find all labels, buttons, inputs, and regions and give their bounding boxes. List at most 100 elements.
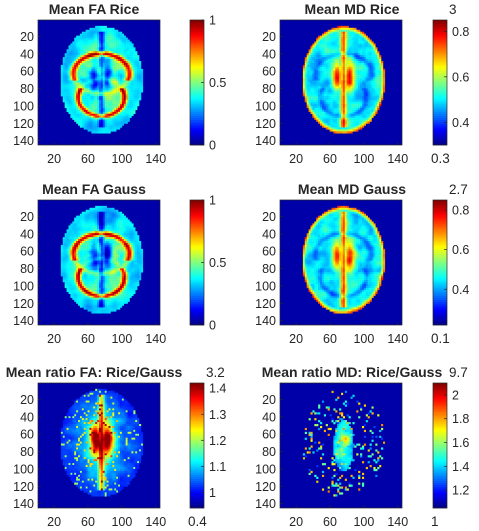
- heatmap-cell: [97, 41, 100, 44]
- heatmap-cell: [68, 233, 71, 236]
- heatmap-cell: [72, 262, 75, 265]
- heatmap-cell: [337, 45, 340, 48]
- heatmap-cell: [106, 260, 109, 263]
- heatmap-cell: [344, 105, 347, 109]
- heatmap-cell: [70, 248, 73, 252]
- heatmap-cell: [131, 260, 134, 263]
- heatmap-cell: [337, 55, 340, 58]
- heatmap-cell: [87, 219, 90, 222]
- heatmap-cell: [312, 53, 315, 56]
- heatmap-cell: [329, 41, 332, 44]
- heatmap-cell: [363, 45, 367, 48]
- heatmap-cell: [320, 115, 323, 118]
- heatmap-cell: [81, 82, 84, 85]
- heatmap-cell: [110, 100, 113, 103]
- heatmap-cell: [89, 254, 92, 257]
- heatmap-cell: [81, 115, 84, 118]
- heatmap-cell: [114, 86, 117, 89]
- heatmap-cell: [81, 70, 84, 73]
- heatmap-cell: [363, 117, 367, 120]
- heatmap-cell: [339, 74, 342, 77]
- heatmap-cell: [354, 92, 357, 95]
- heatmap-cell: [310, 88, 313, 91]
- heatmap-cell: [78, 43, 81, 46]
- heatmap-cell: [352, 94, 355, 97]
- heatmap-cell: [81, 98, 84, 101]
- heatmap-cell: [127, 223, 130, 226]
- heatmap-cell: [118, 47, 121, 50]
- heatmap-cell: [361, 125, 365, 128]
- heatmap-cell: [373, 102, 376, 105]
- heatmap-cell: [367, 41, 370, 44]
- heatmap-cell: [333, 131, 336, 134]
- heatmap-cell: [125, 66, 128, 70]
- heatmap-cell: [354, 103, 357, 107]
- heatmap-cell: [102, 29, 105, 32]
- heatmap-cell: [365, 53, 368, 56]
- heatmap-cell: [106, 41, 109, 44]
- heatmap-cell: [76, 92, 79, 95]
- heatmap-cell: [316, 111, 319, 114]
- heatmap-cell: [344, 45, 347, 48]
- heatmap-cell: [91, 246, 94, 250]
- heatmap-cell: [97, 90, 100, 93]
- heatmap-cell: [348, 43, 351, 46]
- heatmap-cell: [104, 31, 107, 34]
- heatmap-cell: [108, 45, 111, 48]
- heatmap-cell: [121, 215, 125, 218]
- heatmap-cell: [112, 43, 115, 46]
- heatmap-cell: [123, 107, 126, 111]
- heatmap-cell: [373, 107, 376, 111]
- heatmap-cell: [85, 29, 88, 32]
- heatmap-cell: [140, 84, 144, 87]
- heatmap-cell: [337, 68, 340, 72]
- heatmap-cell: [76, 94, 79, 97]
- heatmap-cell: [79, 43, 83, 46]
- heatmap-cell: [329, 127, 332, 130]
- heatmap-cell: [127, 231, 130, 234]
- heatmap-cell: [341, 86, 344, 89]
- heatmap-cell: [304, 94, 307, 97]
- heatmap-cell: [83, 35, 86, 38]
- heatmap-cell: [314, 53, 317, 56]
- heatmap-cell: [356, 102, 359, 105]
- heatmap-cell: [371, 78, 374, 81]
- heatmap-cell: [360, 68, 363, 72]
- heatmap-cell: [337, 27, 340, 31]
- heatmap-cell: [382, 82, 386, 85]
- heatmap-cell: [348, 119, 351, 122]
- heatmap-cell: [314, 43, 317, 46]
- colorbar-segment: [433, 102, 447, 105]
- heatmap-cell: [123, 94, 126, 97]
- heatmap-cell: [356, 53, 359, 56]
- heatmap-cell: [64, 102, 67, 105]
- heatmap-cell: [100, 27, 104, 31]
- heatmap-cell: [139, 80, 142, 83]
- heatmap-cell: [112, 55, 115, 58]
- heatmap-cell: [112, 111, 115, 114]
- heatmap-cell: [123, 88, 126, 91]
- heatmap-cell: [87, 117, 90, 120]
- heatmap-cell: [356, 43, 359, 46]
- heatmap-cell: [106, 256, 109, 259]
- heatmap-cell: [104, 207, 107, 211]
- heatmap-cell: [106, 57, 109, 60]
- heatmap-cell: [125, 107, 128, 111]
- heatmap-cell: [64, 241, 67, 244]
- heatmap-cell: [89, 244, 92, 248]
- heatmap-cell: [81, 39, 84, 42]
- heatmap-cell: [110, 74, 113, 77]
- heatmap-cell: [104, 35, 107, 38]
- heatmap-cell: [81, 252, 84, 255]
- heatmap-cell: [99, 39, 102, 42]
- heatmap-cell: [93, 39, 96, 42]
- panel-title: Mean FA Gauss: [42, 181, 146, 197]
- heatmap-cell: [123, 111, 126, 114]
- heatmap-cell: [335, 92, 338, 95]
- heatmap-cell: [129, 107, 132, 111]
- heatmap-cell: [91, 80, 94, 83]
- heatmap-cell: [341, 119, 344, 122]
- heatmap-cell: [335, 70, 338, 73]
- heatmap-cell: [320, 74, 323, 77]
- heatmap-cell: [108, 215, 111, 218]
